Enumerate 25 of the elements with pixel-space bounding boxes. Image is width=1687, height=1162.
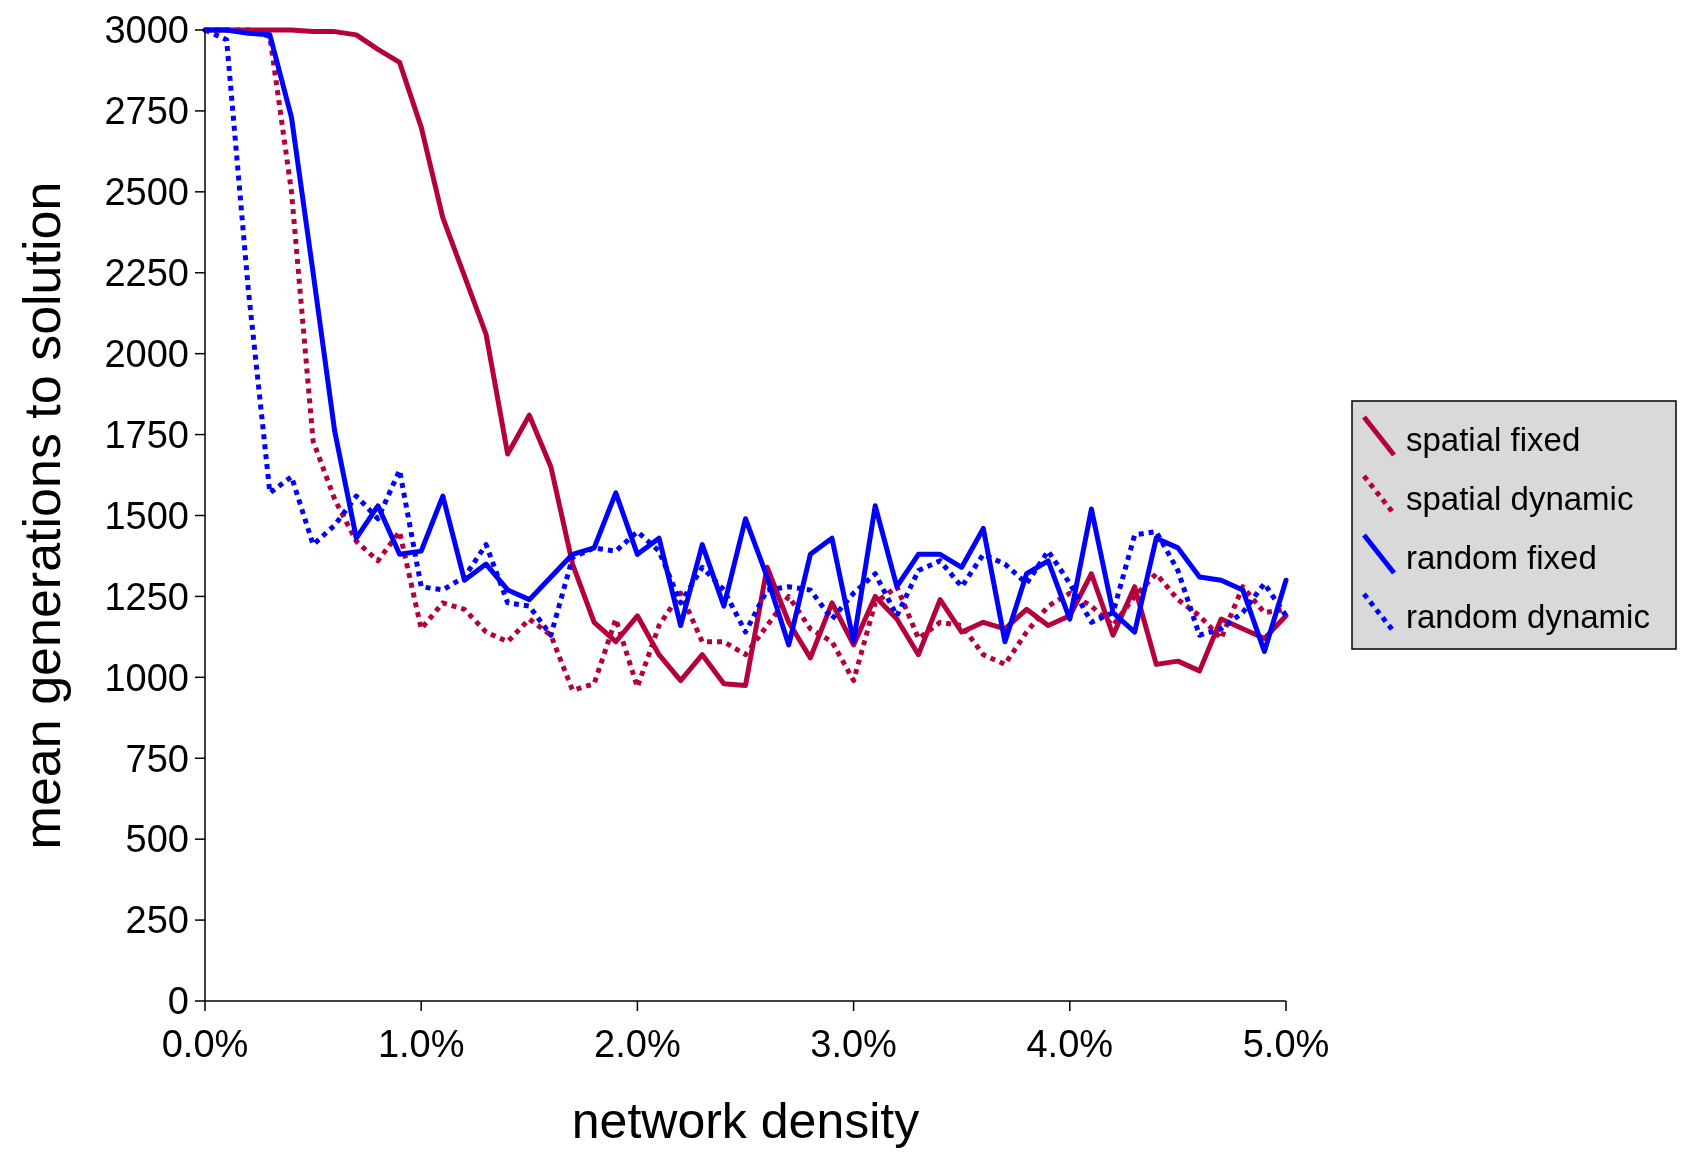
y-tick-label: 2000: [104, 332, 189, 375]
legend-label: spatial fixed: [1406, 420, 1581, 458]
y-tick-label: 1500: [104, 494, 189, 537]
y-axis-title: mean generations to solution: [13, 181, 71, 850]
y-tick-label: 2750: [104, 90, 189, 133]
legend-label: random fixed: [1406, 538, 1597, 576]
y-tick-label: 2500: [104, 171, 189, 214]
y-tick-label: 2250: [104, 252, 189, 295]
x-tick-label: 4.0%: [1026, 1023, 1114, 1065]
y-tick-label: 0: [167, 980, 189, 1023]
y-tick-label: 3000: [104, 9, 189, 52]
x-tick-label: 5.0%: [1242, 1023, 1330, 1065]
y-tick-label: 1000: [104, 656, 189, 699]
x-tick-label: 3.0%: [810, 1023, 897, 1065]
y-tick-label: 250: [125, 899, 189, 942]
y-tick-label: 500: [125, 818, 189, 861]
y-tick-label: 1250: [104, 575, 189, 618]
x-tick-label: 1.0%: [377, 1023, 465, 1065]
x-axis-title: network density: [571, 1093, 920, 1149]
legend-label: random dynamic: [1406, 597, 1650, 635]
y-tick-label: 750: [125, 737, 189, 780]
x-tick-label: 0.0%: [161, 1023, 249, 1065]
x-tick-label: 2.0%: [594, 1023, 681, 1065]
y-tick-label: 1750: [104, 413, 189, 456]
legend-label: spatial dynamic: [1406, 479, 1634, 517]
